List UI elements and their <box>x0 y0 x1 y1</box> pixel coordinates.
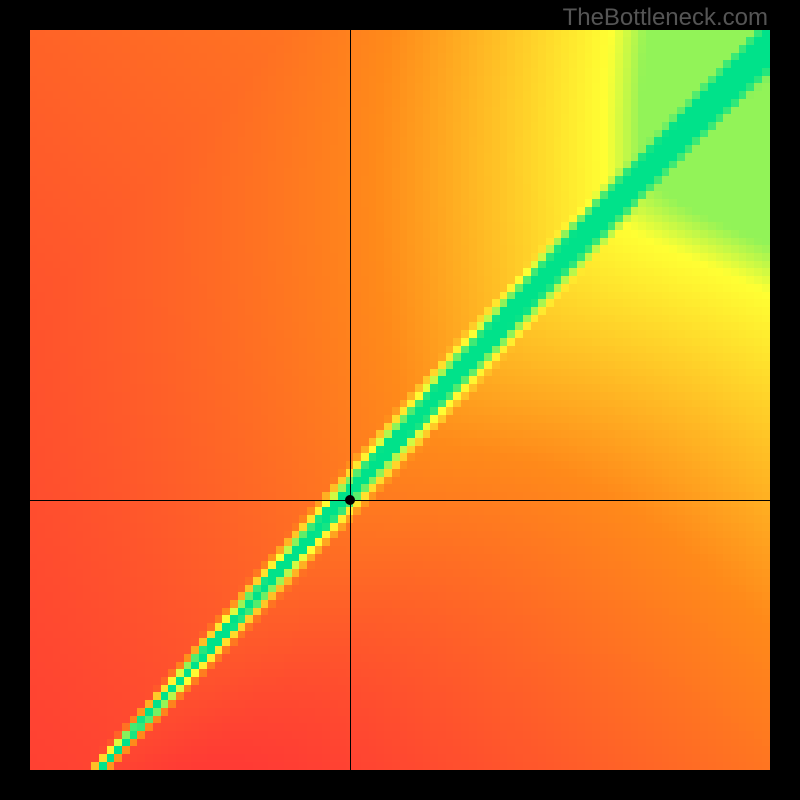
crosshair-marker <box>345 495 355 505</box>
chart-container: TheBottleneck.com <box>0 0 800 800</box>
bottleneck-heatmap <box>30 30 770 770</box>
crosshair-horizontal <box>30 500 770 501</box>
watermark-text: TheBottleneck.com <box>563 4 768 32</box>
crosshair-vertical <box>350 30 351 770</box>
